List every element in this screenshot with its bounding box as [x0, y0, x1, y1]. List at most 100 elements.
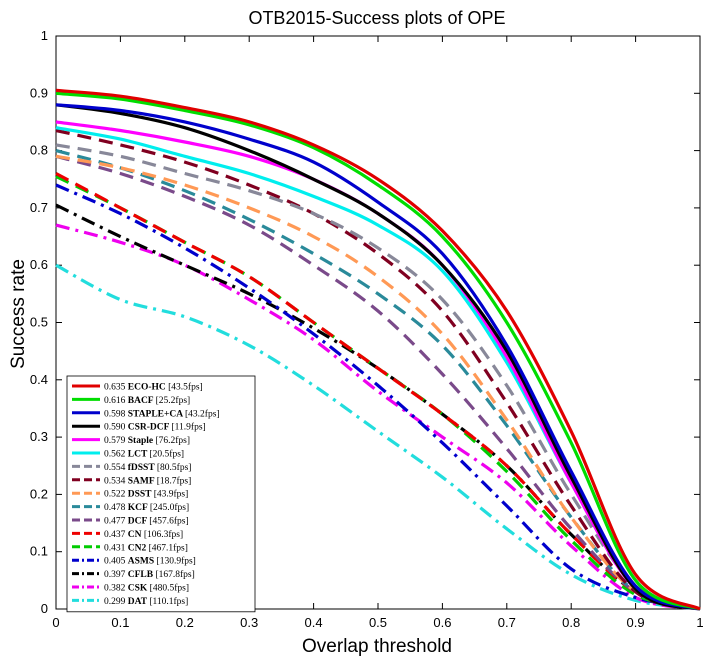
legend-name: CSK — [128, 584, 150, 594]
legend-fps: [110.1fps] — [149, 596, 188, 607]
legend-fps: [43.9fps] — [154, 489, 189, 500]
legend-fps: [245.0fps] — [150, 502, 189, 513]
legend-name: BACF — [128, 396, 156, 406]
legend-score: 0.616 — [104, 396, 128, 406]
x-tick-label: 0.1 — [111, 615, 129, 630]
legend-name: fDSST — [128, 463, 157, 473]
legend-score: 0.579 — [104, 436, 128, 446]
legend-fps: [43.5fps] — [168, 382, 203, 393]
legend-score: 0.554 — [104, 463, 128, 473]
series-line-asms — [55, 183, 701, 611]
legend-name: ECO-HC — [128, 383, 168, 393]
legend-entry: 0.397 CFLB [167.8fps] — [104, 569, 195, 580]
legend-entry: 0.299 DAT [110.1fps] — [104, 596, 188, 607]
series-line-eco-hc — [55, 88, 701, 611]
legend-score: 0.405 — [104, 557, 128, 567]
y-tick-label: 0 — [41, 601, 48, 616]
series-line-fdsst — [55, 143, 701, 611]
legend-entry: 0.405 ASMS [130.9fps] — [104, 556, 196, 567]
y-tick-label: 1 — [41, 28, 48, 43]
legend-name: DSST — [128, 490, 154, 500]
legend-entry: 0.534 SAMF [18.7fps] — [104, 475, 191, 486]
x-tick-label: 0.6 — [433, 615, 451, 630]
x-tick-label: 0.7 — [498, 615, 516, 630]
legend-entry: 0.522 DSST [43.9fps] — [104, 489, 188, 500]
legend-score: 0.397 — [104, 570, 128, 580]
legend-name: LCT — [128, 450, 150, 460]
legend-fps: [76.2fps] — [155, 435, 190, 446]
legend-score: 0.477 — [104, 517, 128, 527]
legend-entry: 0.590 CSR-DCF [11.9fps] — [104, 422, 206, 433]
legend-entry: 0.382 CSK [480.5fps] — [104, 583, 189, 594]
y-tick-label: 0.4 — [30, 372, 48, 387]
series-line-dsst — [55, 154, 701, 611]
legend-fps: [106.3fps] — [144, 529, 183, 540]
legend-score: 0.382 — [104, 584, 128, 594]
legend-entry: 0.477 DCF [457.6fps] — [104, 516, 189, 527]
legend-score: 0.590 — [104, 423, 128, 433]
legend-entry: 0.562 LCT [20.5fps] — [104, 449, 184, 460]
x-tick-label: 0.5 — [369, 615, 387, 630]
legend-score: 0.534 — [104, 476, 128, 486]
legend-name: CN — [128, 530, 144, 540]
y-axis-label: Success rate — [8, 259, 29, 369]
legend-name: SAMF — [128, 476, 157, 486]
x-tick-label: 1 — [696, 615, 703, 630]
series-line-csr-dcf — [55, 103, 701, 611]
legend-entry: 0.635 ECO-HC [43.5fps] — [104, 382, 203, 393]
y-tick-label: 0.8 — [30, 143, 48, 158]
legend-fps: [43.2fps] — [185, 408, 220, 419]
series-line-staple-ca — [55, 103, 701, 611]
x-tick-label: 0.8 — [562, 615, 580, 630]
legend-entry: 0.431 CN2 [467.1fps] — [104, 542, 188, 553]
legend-fps: [20.5fps] — [150, 449, 185, 460]
x-tick-label: 0.4 — [305, 615, 323, 630]
legend-score: 0.431 — [104, 543, 128, 553]
legend-name: KCF — [128, 503, 150, 513]
legend-score: 0.598 — [104, 409, 128, 419]
legend-name: CN2 — [128, 543, 149, 553]
legend-fps: [480.5fps] — [150, 583, 189, 594]
y-tick-label: 0.9 — [30, 85, 48, 100]
y-tick-label: 0.5 — [30, 315, 48, 330]
legend-name: Staple — [128, 436, 156, 446]
legend-entry: 0.554 fDSST [80.5fps] — [104, 462, 191, 473]
series-line-dcf — [55, 154, 701, 611]
legend-fps: [11.9fps] — [171, 422, 205, 433]
legend-fps: [80.5fps] — [157, 462, 192, 473]
legend-entry: 0.579 Staple [76.2fps] — [104, 435, 190, 446]
y-tick-label: 0.7 — [30, 200, 48, 215]
legend-score: 0.478 — [104, 503, 128, 513]
x-tick-label: 0.9 — [627, 615, 645, 630]
legend-fps: [457.6fps] — [149, 516, 188, 527]
legend-score: 0.522 — [104, 490, 128, 500]
y-tick-label: 0.6 — [30, 257, 48, 272]
legend-entry: 0.598 STAPLE+CA [43.2fps] — [104, 408, 220, 419]
series-line-bacf — [55, 91, 701, 611]
y-tick-label: 0.1 — [30, 544, 48, 559]
legend-fps: [467.1fps] — [149, 542, 188, 553]
x-axis-label: Overlap threshold — [302, 636, 452, 657]
legend-name: CSR-DCF — [128, 423, 172, 433]
x-tick-label: 0.2 — [176, 615, 194, 630]
legend-score: 0.299 — [104, 597, 128, 607]
legend-entry: 0.478 KCF [245.0fps] — [104, 502, 189, 513]
legend-score: 0.635 — [104, 383, 128, 393]
legend-fps: [25.2fps] — [156, 395, 191, 406]
legend-fps: [167.8fps] — [155, 569, 194, 580]
y-tick-label: 0.3 — [30, 429, 48, 444]
legend-name: CFLB — [128, 570, 156, 580]
legend-entry: 0.437 CN [106.3fps] — [104, 529, 183, 540]
plot-area: 0 0.1 0.2 0.3 0.4 0.5 0.6 0.7 0.8 0.9 1 0 0.1 0.2 0.3 0… — [30, 28, 704, 630]
series-line-dat — [55, 263, 701, 611]
legend-name: STAPLE+CA — [128, 409, 185, 419]
legend-name: ASMS — [128, 557, 157, 567]
series-line-samf — [55, 128, 701, 611]
legend-score: 0.562 — [104, 450, 128, 460]
legend-name: DAT — [128, 597, 150, 607]
series-line-kcf — [55, 149, 701, 611]
legend-fps: [130.9fps] — [157, 556, 196, 567]
legend-score: 0.437 — [104, 530, 128, 540]
legend-name: DCF — [128, 517, 150, 527]
